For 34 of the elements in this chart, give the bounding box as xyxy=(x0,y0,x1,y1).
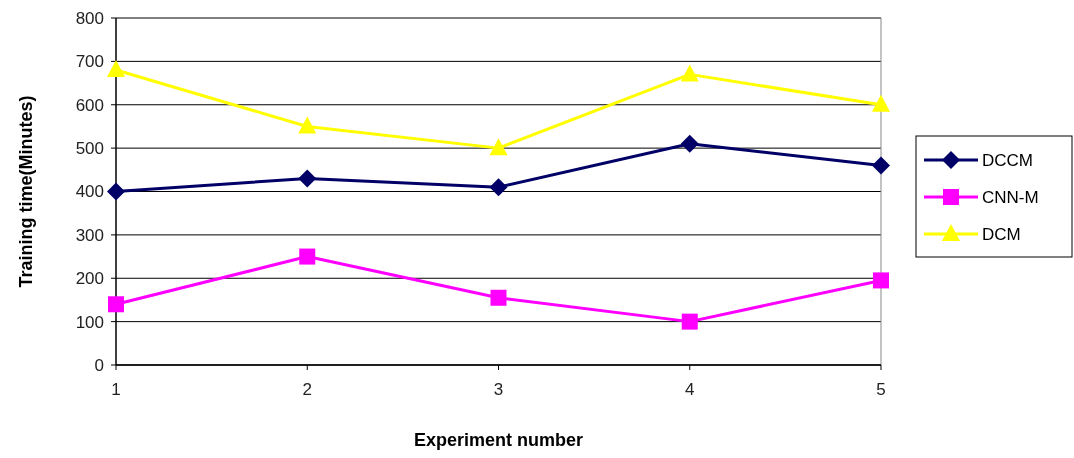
point xyxy=(108,296,124,313)
x-tick-label: 1 xyxy=(111,380,121,399)
legend-label: DCM xyxy=(982,224,1021,244)
x-axis-title: Experiment number xyxy=(413,430,584,450)
point xyxy=(680,64,699,82)
point xyxy=(489,178,508,197)
y-tick-label: 0 xyxy=(94,355,104,375)
y-tick-label: 800 xyxy=(75,8,104,28)
y-axis-title: Training time(Minutes) xyxy=(16,95,36,288)
y-tick-label: 400 xyxy=(75,182,104,202)
y-tick-label: 300 xyxy=(75,225,104,245)
point xyxy=(298,169,317,188)
point xyxy=(298,116,317,134)
y-tick-label: 200 xyxy=(75,269,104,289)
legend-label: CNN-M xyxy=(982,187,1039,207)
x-tick-label: 4 xyxy=(685,380,695,399)
point xyxy=(872,94,890,112)
point xyxy=(489,138,508,156)
y-tick-label: 500 xyxy=(75,139,104,159)
x-tick-label: 5 xyxy=(876,380,886,399)
point xyxy=(873,272,889,289)
y-tick-label: 100 xyxy=(75,312,104,332)
point xyxy=(872,156,890,175)
x-tick-label: 2 xyxy=(302,380,312,399)
point xyxy=(490,289,507,306)
y-tick-label: 700 xyxy=(75,52,104,72)
point xyxy=(681,313,698,330)
point xyxy=(680,134,699,153)
legend-label: DCCM xyxy=(982,150,1033,170)
point xyxy=(299,248,316,265)
point xyxy=(107,60,125,78)
y-tick-label: 600 xyxy=(75,95,104,115)
x-tick-label: 3 xyxy=(493,380,504,399)
point xyxy=(107,182,125,201)
